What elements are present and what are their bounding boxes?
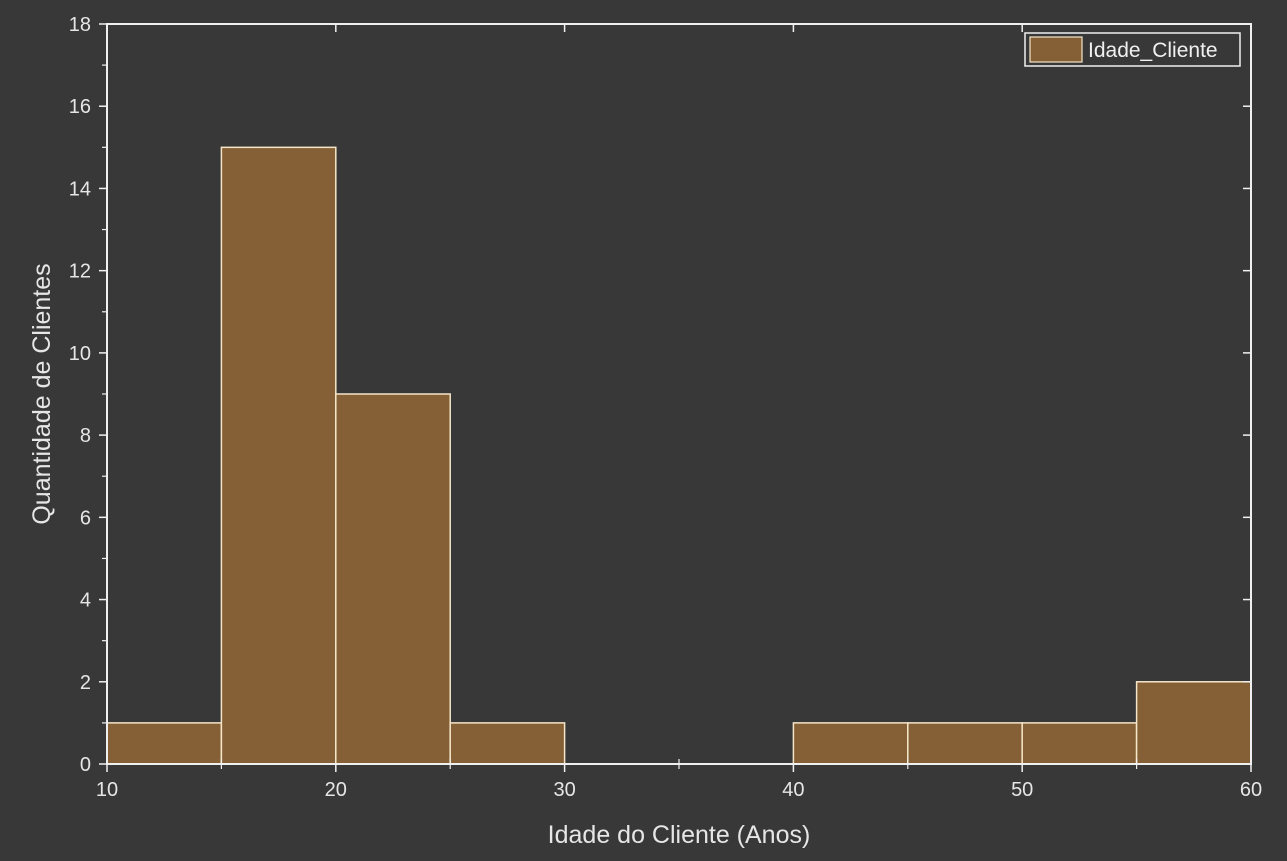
y-tick-label: 4 (80, 590, 91, 612)
histogram-bar (220, 146, 337, 765)
histogram-bar (792, 722, 909, 765)
x-tick-label: 40 (782, 779, 804, 801)
histogram-bar (907, 722, 1023, 765)
histogram-bar (1021, 722, 1138, 765)
legend-label: Idade_Cliente (1088, 39, 1218, 62)
x-tick-label: 10 (96, 779, 118, 801)
x-tick-label: 30 (553, 779, 575, 801)
y-axis: 0 2 4 6 8 10 12 14 16 18 (69, 14, 1251, 776)
y-tick-label: 8 (80, 425, 91, 447)
histogram-bar (106, 722, 223, 765)
legend-swatch (1029, 36, 1083, 63)
y-axis-title: Quantidade de Clientes (28, 263, 56, 524)
y-tick-label: 18 (69, 14, 91, 36)
y-tick-label: 16 (69, 96, 91, 118)
y-tick-label: 2 (80, 672, 91, 694)
y-tick-label: 12 (69, 261, 91, 283)
y-tick-label: 6 (80, 507, 91, 529)
y-tick-label: 0 (80, 754, 91, 776)
x-tick-label: 20 (325, 779, 347, 801)
axes-group: 10 20 30 40 50 60 0 2 4 6 8 10 12 14 16 18 (69, 14, 1262, 801)
histogram-bar (335, 393, 451, 765)
bars-group (106, 146, 1252, 765)
y-tick-label: 10 (69, 343, 91, 365)
x-axis-title: Idade do Cliente (Anos) (548, 821, 811, 849)
x-tick-label: 50 (1011, 779, 1033, 801)
y-tick-label: 14 (69, 178, 91, 200)
x-tick-label: 60 (1240, 779, 1262, 801)
histogram-bar (1135, 681, 1252, 765)
x-axis: 10 20 30 40 50 60 (96, 24, 1262, 801)
legend: Idade_Cliente (1024, 32, 1241, 67)
histogram-bar (449, 722, 566, 765)
